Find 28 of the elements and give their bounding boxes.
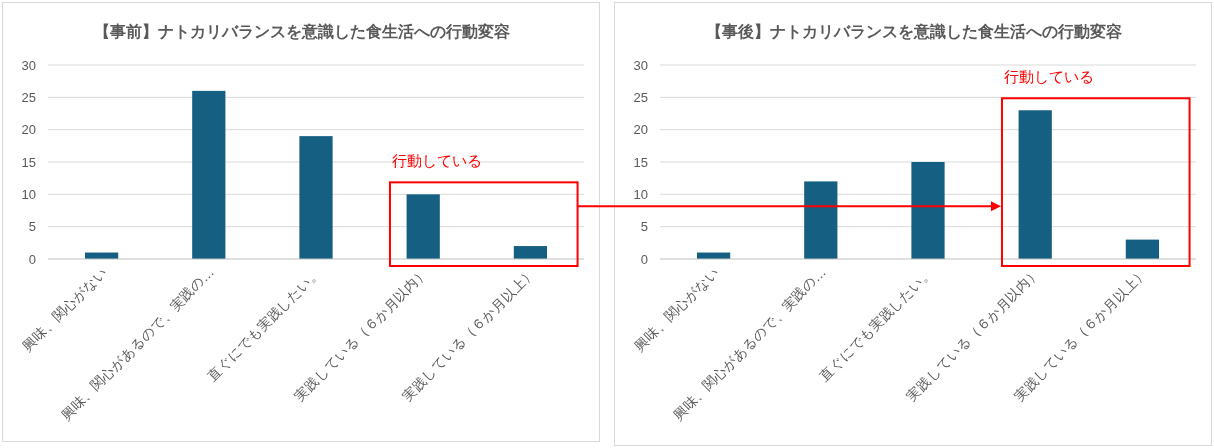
- annotation: 行動している: [1003, 68, 1094, 86]
- bar: [513, 246, 548, 259]
- bar: [192, 90, 226, 259]
- chart-title: 【事後】ナトカリバランスを意識した食生活への行動変容: [706, 22, 1122, 40]
- y-tick-label: 20: [633, 122, 648, 138]
- y-tick-label: 0: [640, 251, 648, 267]
- bar: [299, 136, 333, 259]
- x-tick-label: 興味、関心がない: [631, 264, 722, 355]
- y-tick-label: 15: [633, 154, 648, 170]
- bar: [1018, 110, 1052, 259]
- chart-title: 【事前】ナトカリバランスを意識した食生活への行動変容: [94, 22, 510, 40]
- y-tick-label: 25: [21, 89, 36, 105]
- y-tick-label: 10: [633, 186, 648, 202]
- y-tick-label: 30: [633, 57, 648, 73]
- bar: [911, 162, 945, 259]
- bar: [804, 181, 838, 259]
- y-tick-label: 20: [21, 122, 36, 138]
- y-tick-label: 15: [21, 154, 36, 170]
- y-tick-label: 30: [21, 57, 36, 73]
- y-tick-label: 0: [28, 251, 36, 267]
- x-tick-label: 興味、関心がない: [19, 264, 110, 355]
- annotation: 行動している: [391, 152, 482, 170]
- y-tick-label: 5: [28, 219, 36, 235]
- bar: [1125, 239, 1160, 259]
- y-tick-label: 25: [633, 89, 648, 105]
- bar: [406, 194, 440, 259]
- y-tick-label: 5: [640, 219, 648, 235]
- y-tick-label: 10: [21, 186, 36, 202]
